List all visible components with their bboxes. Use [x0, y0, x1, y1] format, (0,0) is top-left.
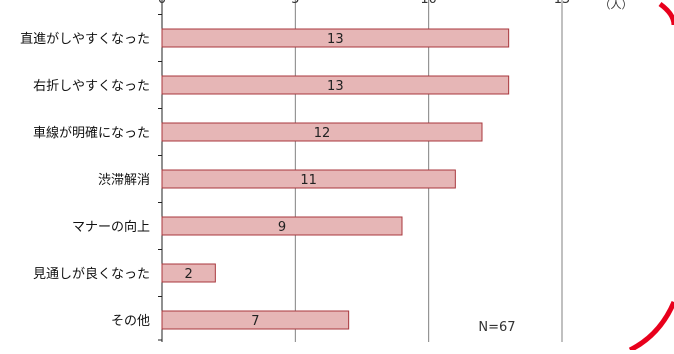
category-label: 見通しが良くなった [33, 266, 150, 282]
bar-value-label: 9 [278, 220, 286, 235]
bar-value-label: 13 [327, 32, 344, 47]
bars [161, 28, 510, 330]
bar-value-label: 11 [300, 173, 317, 188]
bar [161, 75, 510, 95]
bar [161, 310, 350, 330]
sample-size-note: N=67 [478, 320, 515, 335]
bar-value-label: 7 [251, 314, 259, 329]
category-label: 車線が明確になった [33, 125, 150, 141]
red-decorative-arc [628, 1, 674, 353]
bar-value-label: 13 [327, 79, 344, 94]
x-tick-label: 0 [158, 0, 166, 7]
bar [161, 122, 483, 142]
x-tick-label: 15 [554, 0, 571, 7]
category-labels: 直進がしやすくなった右折しやすくなった車線が明確になった渋滞解消マナーの向上見通… [20, 32, 150, 329]
bar-value-label: 2 [185, 267, 193, 282]
x-tick-label: 10 [420, 0, 437, 7]
x-axis-unit-label: （人） [600, 0, 633, 11]
bar [161, 169, 456, 189]
bar-value-labels: 13 13 12 11 9 2 7 [185, 32, 344, 329]
category-label: 渋滞解消 [98, 173, 150, 188]
axis [158, 0, 163, 342]
category-label: その他 [111, 314, 150, 329]
category-label: 直進がしやすくなった [20, 32, 150, 47]
bar [161, 216, 403, 236]
category-label: マナーの向上 [72, 219, 150, 235]
x-tick-labels: 0 5 10 15 [158, 0, 570, 7]
category-label: 右折しやすくなった [33, 79, 150, 94]
bar [161, 28, 510, 48]
bar-value-label: 12 [314, 126, 331, 141]
bar [161, 263, 216, 283]
x-tick-label: 5 [291, 0, 299, 7]
